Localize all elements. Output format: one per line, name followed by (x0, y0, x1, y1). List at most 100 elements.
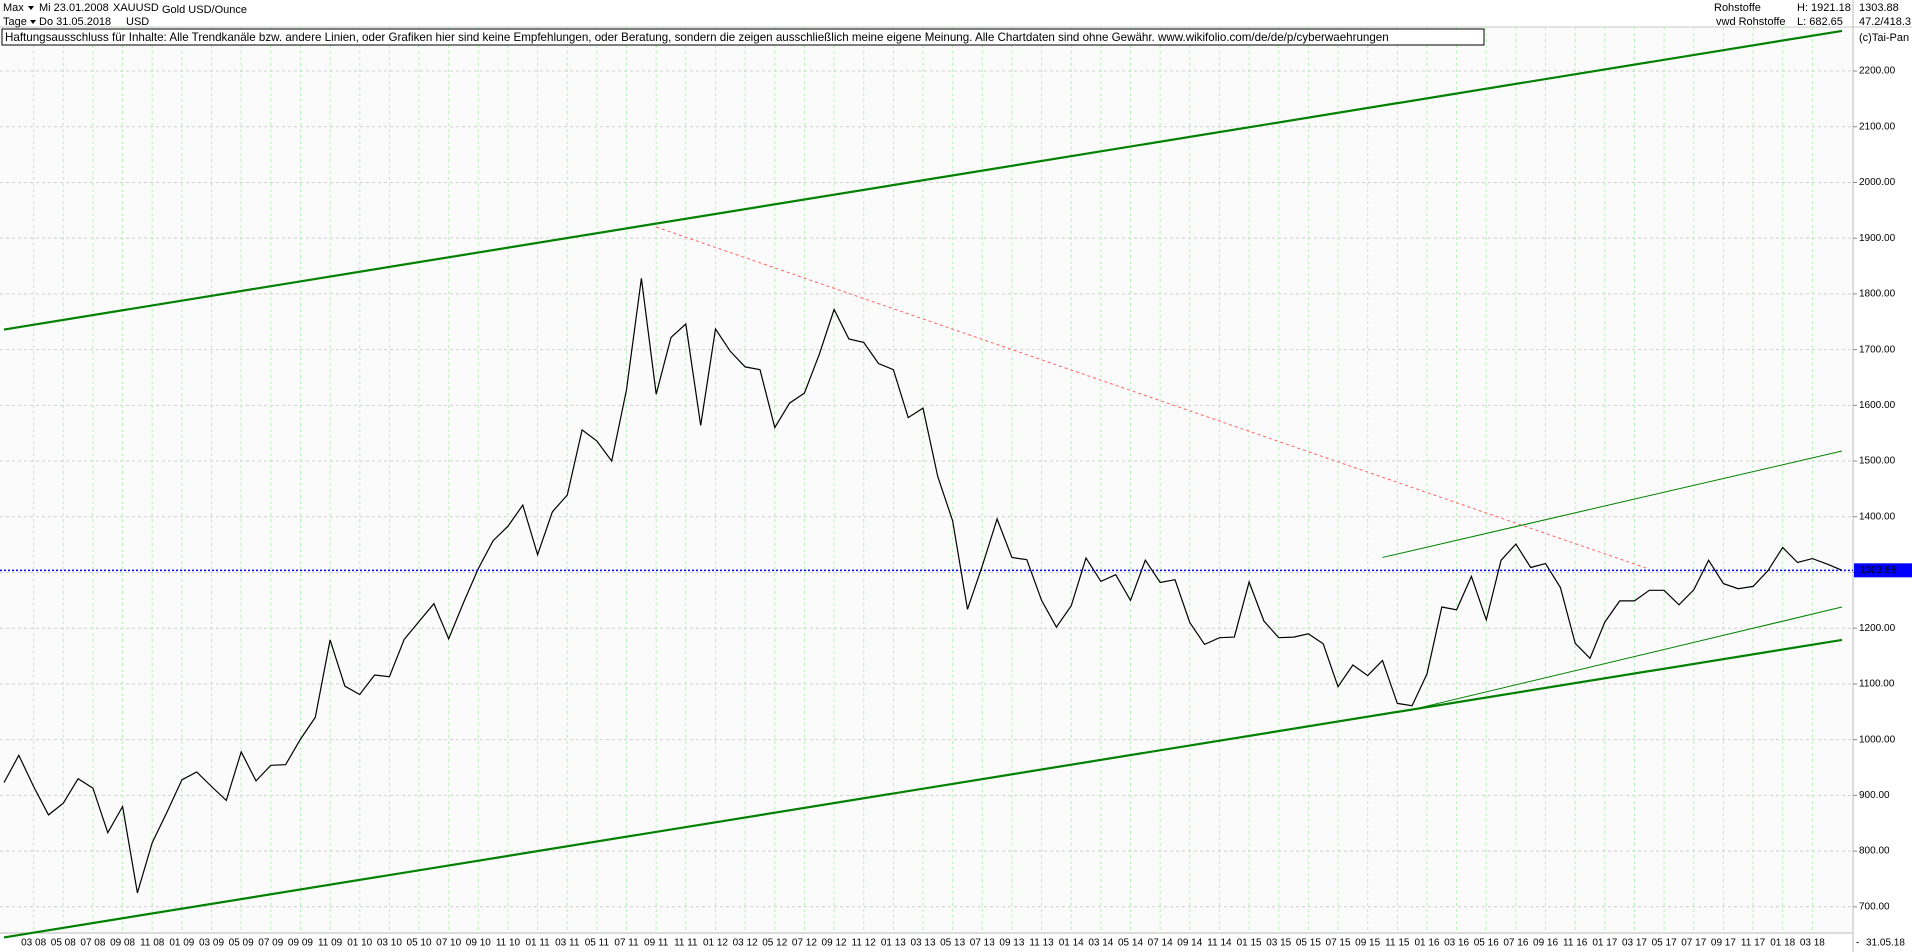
x-tick-label: 01 15 (1237, 938, 1262, 949)
x-tick-label: 03 14 (1088, 938, 1113, 949)
x-tick-label: 11 10 (496, 938, 521, 949)
source: vwd Rohstoffe (1716, 16, 1786, 28)
x-tick-label: 01 12 (703, 938, 728, 949)
x-tick-label: 01 14 (1059, 938, 1084, 949)
start-date: Mi 23.01.2008 (39, 2, 109, 14)
period-selector[interactable]: Tage (3, 16, 27, 28)
x-tick-label: 05 08 (51, 938, 76, 949)
high: H: 1921.18 (1797, 2, 1851, 14)
y-tick-label: 1000.00 (1859, 734, 1896, 745)
x-tick-label: 09 13 (999, 938, 1024, 949)
y-tick-label: 900.00 (1859, 790, 1890, 801)
x-tick-label: 01 16 (1414, 938, 1439, 949)
x-tick-label: 11 14 (1207, 938, 1232, 949)
x-tick-label: 05 12 (762, 938, 787, 949)
currency: USD (126, 16, 149, 28)
y-tick-label: 1900.00 (1859, 233, 1896, 244)
x-tick-label: 01 13 (881, 938, 906, 949)
x-tick-label: 05 17 (1652, 938, 1677, 949)
last: 1303.88 (1859, 2, 1899, 14)
trendline (656, 226, 1650, 570)
x-tick-label: 05 15 (1296, 938, 1321, 949)
x-tick-label: 03 08 (21, 938, 46, 949)
group: Rohstoffe (1714, 2, 1761, 14)
x-tick-label: 03 10 (377, 938, 402, 949)
y-tick-label: 1200.00 (1859, 623, 1896, 634)
x-tick-label: 09 11 (644, 938, 669, 949)
x-tick-label: 11 12 (852, 938, 877, 949)
x-tick-label: 11 09 (318, 938, 343, 949)
end-label: 31.05.18 (1866, 938, 1905, 949)
trendline (3, 638, 1843, 939)
x-tick-label: 03 12 (733, 938, 758, 949)
x-tick-label: 09 15 (1355, 938, 1380, 949)
x-tick-label: 11 16 (1563, 938, 1588, 949)
disclaimer-box (1, 28, 1485, 46)
y-tick-label: 1100.00 (1859, 679, 1895, 690)
x-tick-label: 03 18 (1800, 938, 1825, 949)
x-tick-label: 07 12 (792, 938, 817, 949)
y-tick-label: 2000.00 (1859, 177, 1896, 188)
y-tick-label: 1600.00 (1859, 400, 1896, 411)
x-tick-label: 09 12 (822, 938, 847, 949)
x-tick-label: 01 10 (347, 938, 372, 949)
x-tick-label: 03 17 (1622, 938, 1647, 949)
x-tick-label: 07 15 (1326, 938, 1351, 949)
copyright: (c)Tai-Pan (1859, 32, 1909, 44)
x-tick-label: 03 13 (910, 938, 935, 949)
x-tick-label: 09 09 (288, 938, 313, 949)
last-price-box (1854, 563, 1912, 578)
dropdown-arrow[interactable] (30, 20, 36, 24)
marks: 1303.88 (0, 29, 1912, 939)
low: L: 682.65 (1797, 16, 1843, 28)
end-date: Do 31.05.2018 (39, 16, 111, 28)
y-tick-label: 1800.00 (1859, 289, 1896, 300)
x-tick-label: 09 14 (1177, 938, 1202, 949)
x-tick-label: 05 16 (1474, 938, 1499, 949)
x-tick-label: 03 16 (1444, 938, 1469, 949)
instrument-name: Gold USD/Ounce (162, 4, 247, 16)
dropdown-arrow[interactable] (28, 6, 34, 10)
x-tick-label: 07 08 (80, 938, 105, 949)
x-tick-label: 05 10 (407, 938, 432, 949)
symbol: XAUUSD (113, 2, 159, 14)
x-tick-label: 05 09 (229, 938, 254, 949)
trendline (1382, 450, 1843, 558)
y-tick-label: 800.00 (1859, 846, 1890, 857)
ratio: 47.2/418.3 (1859, 16, 1911, 28)
x-tick-label: 11 15 (1385, 938, 1410, 949)
y-tick-label: 1700.00 (1859, 344, 1896, 355)
y-tick-label: 1400.00 (1859, 511, 1896, 522)
x-tick-label: 03 15 (1266, 938, 1291, 949)
x-tick-label: 07 11 (614, 938, 639, 949)
plot-area (0, 27, 1853, 933)
range-selector[interactable]: Max (3, 2, 24, 14)
y-tick-label: 2100.00 (1859, 121, 1896, 132)
y-tick-label: 2200.00 (1859, 66, 1896, 77)
y-tick-label: 1500.00 (1859, 456, 1896, 467)
x-tick-label: 01 09 (169, 938, 194, 949)
x-tick-label: 03 09 (199, 938, 224, 949)
x-tick-label: 11 08 (140, 938, 165, 949)
trendline (1412, 606, 1843, 711)
x-tick-label: 11 17 (1741, 938, 1766, 949)
axis-dash: - (1856, 938, 1859, 949)
x-tick-label: 09 08 (110, 938, 135, 949)
x-tick-label: 01 18 (1770, 938, 1795, 949)
y-tick-label: 700.00 (1859, 901, 1890, 912)
grid: 700.00 800.00 900.00 1000.00 1100.00 1200.00 1… (0, 27, 1896, 949)
x-tick-label: 07 16 (1503, 938, 1528, 949)
x-tick-label: 09 10 (466, 938, 491, 949)
x-tick-label: 01 17 (1592, 938, 1617, 949)
disclaimer: Haftungsausschluss für Inhalte: Alle Tre… (5, 31, 1389, 44)
x-tick-label: 09 17 (1711, 938, 1736, 949)
trendline (3, 29, 1843, 331)
last-price-label: 1303.88 (1860, 565, 1897, 576)
x-tick-label: 07 09 (258, 938, 283, 949)
x-tick-label: 07 14 (1148, 938, 1173, 949)
x-tick-label: 11 11 (674, 938, 698, 949)
x-tick-label: 07 17 (1681, 938, 1706, 949)
x-tick-label: 05 14 (1118, 938, 1143, 949)
